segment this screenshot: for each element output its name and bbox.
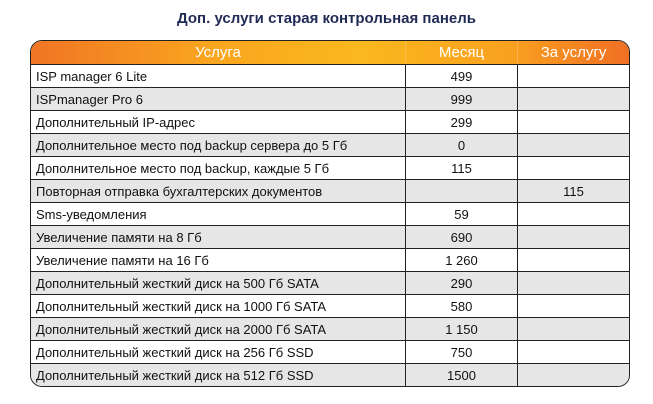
cell-month: 690 <box>406 226 518 248</box>
cell-service: Увеличение памяти на 8 Гб <box>31 226 406 248</box>
cell-month: 499 <box>406 65 518 87</box>
cell-per-service <box>518 318 629 340</box>
page-title: Доп. услуги старая контрольная панель <box>177 10 476 27</box>
cell-month: 59 <box>406 203 518 225</box>
table-header: Услуга Месяц За услугу <box>31 41 629 64</box>
cell-per-service <box>518 249 629 271</box>
cell-month: 0 <box>406 134 518 156</box>
cell-service: Дополнительный жесткий диск на 512 Гб SS… <box>31 364 406 386</box>
cell-month: 299 <box>406 111 518 133</box>
cell-per-service: 115 <box>563 183 584 199</box>
table-row: ISPmanager Pro 6 999 <box>31 87 629 110</box>
table-row: ISP manager 6 Lite 499 <box>31 64 629 87</box>
table-row: Увеличение памяти на 8 Гб 690 <box>31 225 629 248</box>
table-row: Дополнительное место под backup сервера … <box>31 133 629 156</box>
cell-month: 999 <box>406 88 518 110</box>
cell-month: 580 <box>406 295 518 317</box>
table-row: Дополнительный жесткий диск на 500 Гб SA… <box>31 271 629 294</box>
cell-service: ISPmanager Pro 6 <box>31 88 406 110</box>
cell-service: Дополнительный IP-адрес <box>31 111 406 133</box>
table-row: Увеличение памяти на 16 Гб 1 260 <box>31 248 629 271</box>
cell-service: Дополнительный жесткий диск на 256 Гб SS… <box>31 341 406 363</box>
cell-per-service <box>518 295 629 317</box>
table-row: Дополнительный жесткий диск на 512 Гб SS… <box>31 363 629 386</box>
cell-month: 115 <box>406 157 518 179</box>
cell-per-service <box>518 65 629 87</box>
cell-per-service <box>518 111 629 133</box>
cell-service: Дополнительный жесткий диск на 2000 Гб S… <box>31 318 406 340</box>
cell-per-service <box>518 203 629 225</box>
cell-service: Дополнительное место под backup сервера … <box>31 134 406 156</box>
table-row: Дополнительный жесткий диск на 2000 Гб S… <box>31 317 629 340</box>
cell-per-service <box>518 226 629 248</box>
cell-service: ISP manager 6 Lite <box>31 65 406 87</box>
cell-service: Дополнительное место под backup, каждые … <box>31 157 406 179</box>
table-row: Повторная отправка бухгалтерских докумен… <box>31 179 629 202</box>
cell-service: Дополнительный жесткий диск на 500 Гб SA… <box>31 272 406 294</box>
cell-per-service <box>518 364 629 386</box>
price-table: Услуга Месяц За услугу ISP manager 6 Lit… <box>30 40 630 387</box>
cell-service: Повторная отправка бухгалтерских докумен… <box>31 180 406 202</box>
table-row: Дополнительный жесткий диск на 1000 Гб S… <box>31 294 629 317</box>
header-service: Услуга <box>31 41 406 64</box>
cell-month: 1 150 <box>406 318 518 340</box>
cell-month <box>406 180 518 202</box>
cell-per-service <box>518 134 629 156</box>
table-row: Sms-уведомления 59 <box>31 202 629 225</box>
cell-per-service <box>518 88 629 110</box>
table-row: Дополнительный жесткий диск на 256 Гб SS… <box>31 340 629 363</box>
cell-month: 750 <box>406 341 518 363</box>
header-month: Месяц <box>406 41 518 64</box>
cell-month: 1 260 <box>406 249 518 271</box>
cell-service: Sms-уведомления <box>31 203 406 225</box>
cell-per-service <box>518 341 629 363</box>
header-per-service: За услугу <box>540 44 607 61</box>
table-row: Дополнительное место под backup, каждые … <box>31 156 629 179</box>
cell-month: 1500 <box>406 364 518 386</box>
cell-month: 290 <box>406 272 518 294</box>
cell-per-service <box>518 272 629 294</box>
cell-per-service <box>518 157 629 179</box>
cell-service: Дополнительный жесткий диск на 1000 Гб S… <box>31 295 406 317</box>
cell-service: Увеличение памяти на 16 Гб <box>31 249 406 271</box>
table-row: Дополнительный IP-адрес 299 <box>31 110 629 133</box>
